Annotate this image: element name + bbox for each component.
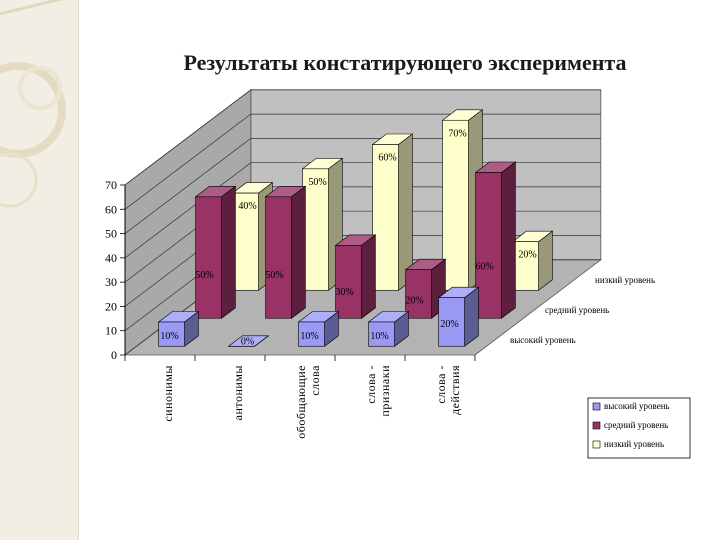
y-tick-label: 10 <box>105 324 117 338</box>
bar-value-label: 30% <box>335 287 353 298</box>
legend-swatch <box>593 403 600 410</box>
bar-value-label: 70% <box>448 128 466 139</box>
bar-1-5: 20% <box>439 287 479 346</box>
x-tick-label-line: антонимы <box>231 365 245 420</box>
bar-value-label: 40% <box>238 201 256 212</box>
x-tick-label-line: синонимы <box>161 365 175 422</box>
x-tick-label-line: слова <box>308 365 322 396</box>
bar-2-3: 30% <box>335 235 375 318</box>
bar-side <box>362 235 376 318</box>
bar-value-label: 10% <box>370 331 388 342</box>
bar-value-label: 20% <box>518 250 536 261</box>
y-tick-label: 60 <box>105 202 117 216</box>
x-tick-label-5: слова -действия <box>434 365 462 415</box>
x-tick-label-line: слова - <box>434 365 448 404</box>
depth-axis-label: средний уровень <box>545 305 609 315</box>
bar-front <box>476 173 502 319</box>
bar-value-label: 20% <box>405 295 423 306</box>
bar-value-label: 10% <box>160 331 178 342</box>
bar-value-label: 60% <box>475 261 493 272</box>
x-tick-label-line: обобщающие <box>294 365 308 439</box>
bar-front <box>406 270 432 319</box>
bar-front <box>266 197 292 318</box>
x-tick-label-1: синонимы <box>161 365 175 422</box>
bar-value-label: 50% <box>308 177 326 188</box>
bar-3-5: 20% <box>513 231 553 290</box>
legend-label: низкий уровень <box>604 439 664 449</box>
bar-front <box>373 145 399 291</box>
x-tick-label-4: слова -признаки <box>364 365 392 417</box>
bar-side <box>539 231 553 290</box>
bar-2-2: 50% <box>265 186 305 318</box>
bar-value-label: 20% <box>440 319 458 330</box>
y-tick-label: 50 <box>105 227 117 241</box>
y-tick-label: 0 <box>111 348 117 362</box>
depth-axis-label: низкий уровень <box>595 275 655 285</box>
legend-label: высокий уровень <box>604 401 670 411</box>
y-tick-label: 40 <box>105 251 117 265</box>
y-tick-label: 30 <box>105 275 117 289</box>
legend-swatch <box>593 441 600 448</box>
bar-value-label: 10% <box>300 331 318 342</box>
bar-value-label: 50% <box>265 270 283 281</box>
bar-side <box>222 186 236 318</box>
bar-2-5: 60% <box>475 162 515 318</box>
legend-swatch <box>593 422 600 429</box>
bar-side <box>502 162 516 318</box>
bar-2-1: 50% <box>195 186 235 318</box>
bar-front <box>196 197 222 318</box>
bar-3-3: 60% <box>373 134 413 290</box>
bar-value-label: 0% <box>241 336 254 347</box>
bar-front <box>443 120 469 290</box>
bar-value-label: 60% <box>378 153 396 164</box>
y-tick-label: 20 <box>105 299 117 313</box>
x-tick-label-line: слова - <box>364 365 378 404</box>
depth-axis-label: высокий уровень <box>510 335 576 345</box>
y-tick-label: 70 <box>105 178 117 192</box>
bar-value-label: 50% <box>195 270 213 281</box>
x-tick-label-line: признаки <box>378 365 392 417</box>
bar-side <box>292 186 306 318</box>
bar-front <box>336 245 362 318</box>
legend-label: средний уровень <box>604 420 668 430</box>
bar-side <box>465 287 479 346</box>
x-tick-label-2: антонимы <box>231 365 245 420</box>
x-tick-label-line: действия <box>448 365 462 415</box>
